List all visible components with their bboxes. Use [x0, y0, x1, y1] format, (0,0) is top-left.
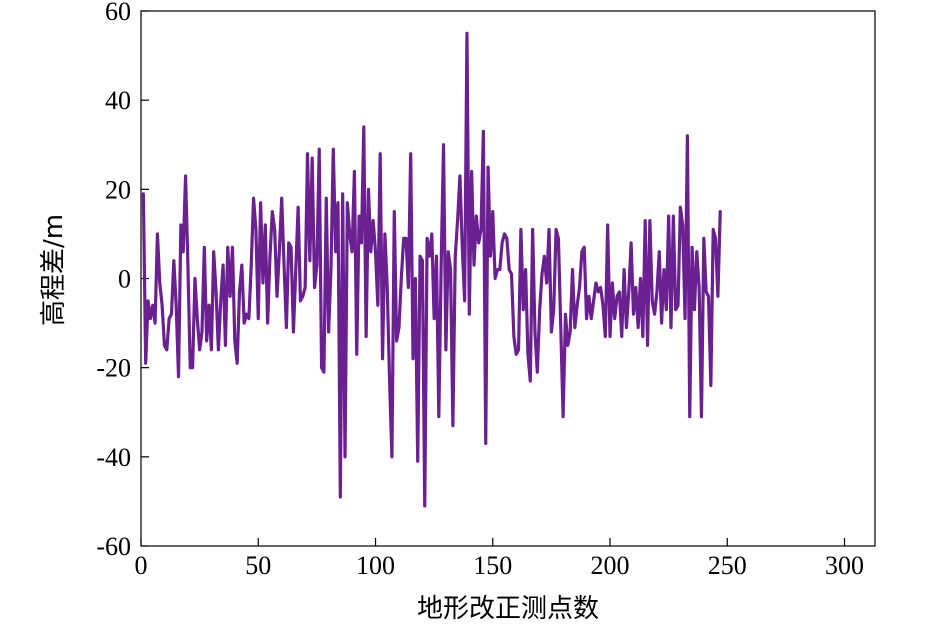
- series-line-0: [141, 31, 722, 508]
- x-tick-label: 0: [135, 551, 148, 580]
- y-tick-label: 0: [118, 265, 131, 294]
- x-tick-label: 100: [356, 551, 395, 580]
- y-tick-label: -60: [96, 532, 131, 561]
- y-axis: -60 -40 -20 0 20 40 60: [96, 0, 149, 561]
- x-axis: 0 50 100 150 200 250 300: [135, 538, 864, 580]
- y-tick-label: 20: [105, 175, 131, 204]
- y-tick-label: 60: [105, 0, 131, 26]
- y-axis-label: 高程差/m: [39, 214, 69, 326]
- series-group: [141, 31, 722, 508]
- y-tick-label: 40: [105, 86, 131, 115]
- y-tick-label: -20: [96, 354, 131, 383]
- x-axis-label: 地形改正测点数: [417, 594, 599, 624]
- x-tick-label: 250: [708, 551, 747, 580]
- x-tick-label: 50: [245, 551, 271, 580]
- x-tick-label: 200: [591, 551, 630, 580]
- x-tick-label: 300: [825, 551, 864, 580]
- y-tick-label: -40: [96, 443, 131, 472]
- x-tick-label: 150: [473, 551, 512, 580]
